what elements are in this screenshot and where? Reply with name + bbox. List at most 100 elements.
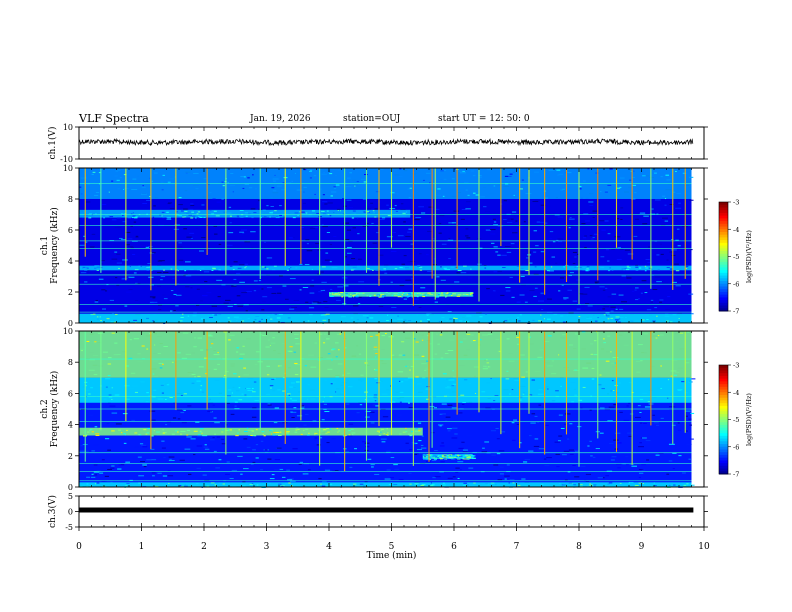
spectrogram-speckle	[179, 485, 182, 487]
spectrogram-noise	[195, 421, 200, 423]
spectrogram-speckle	[234, 401, 238, 403]
spectrogram-noise	[493, 224, 499, 226]
spectrogram-noise	[536, 221, 540, 223]
spectrogram-speckle	[254, 319, 257, 321]
spectrogram-speckle	[322, 429, 327, 431]
spectrogram-noise	[467, 277, 473, 279]
spectrogram-speckle	[380, 431, 382, 433]
spectrogram-noise	[614, 236, 621, 238]
spectrogram-speckle	[297, 214, 300, 216]
spectrogram-noise	[654, 276, 661, 278]
spectrogram-noise	[688, 293, 694, 295]
spectrogram-noise	[588, 201, 594, 203]
colorbar-segment	[719, 267, 728, 271]
spectrogram-noise	[493, 221, 497, 223]
spectrogram-speckle	[374, 400, 377, 402]
spectrogram-speckle	[436, 457, 439, 459]
spectrogram-speckle	[84, 270, 88, 272]
spectrogram-noise	[569, 453, 574, 455]
spectrogram-noise	[393, 464, 398, 466]
spectrogram-speckle	[338, 292, 340, 294]
spectrogram-speckle	[596, 484, 600, 486]
spectrogram-noise	[447, 430, 451, 432]
spectrogram-noise	[407, 261, 410, 263]
spectrogram-noise	[462, 449, 468, 451]
spectrogram-noise	[282, 285, 287, 287]
spectrogram-speckle	[407, 294, 412, 296]
spectrogram-speckle	[435, 296, 440, 298]
spectrogram-speckle	[469, 295, 472, 297]
spectrogram-speckle	[355, 485, 359, 487]
spectrogram-speckle	[607, 483, 610, 485]
spectrogram-noise	[490, 430, 497, 432]
spectrogram-noise	[529, 435, 532, 437]
spectrogram-speckle	[328, 483, 333, 485]
spectrogram-speckle	[488, 366, 490, 368]
spectrogram-speckle	[88, 429, 91, 431]
spectrogram-noise	[190, 287, 193, 289]
spectrogram-speckle	[118, 267, 120, 269]
spectrogram-noise	[374, 473, 380, 475]
spectrogram-noise	[276, 447, 282, 449]
spectrogram-noise	[490, 229, 496, 231]
spectrogram-noise	[116, 262, 123, 264]
spectrogram-speckle	[331, 292, 333, 294]
spectrogram-speckle	[369, 295, 372, 297]
spectrogram-noise	[324, 259, 330, 261]
spectrogram-noise	[690, 484, 695, 486]
spectrogram-speckle	[375, 353, 378, 355]
spectrogram-speckle	[348, 296, 352, 298]
spectrogram-speckle	[187, 429, 191, 431]
spectrogram-speckle	[199, 216, 203, 218]
spectrogram-speckle	[203, 217, 206, 219]
spectrogram-speckle	[373, 368, 376, 370]
spectrogram-noise	[278, 275, 283, 277]
spectrogram-noise	[429, 471, 432, 473]
spectrogram-noise	[365, 222, 369, 224]
spectrogram-noise	[592, 210, 599, 212]
spectrogram-speckle	[351, 217, 355, 219]
spectrogram-noise	[463, 453, 469, 455]
spectrogram-noise	[439, 445, 445, 447]
spectrogram-speckle	[253, 381, 257, 383]
spectrogram-speckle	[402, 212, 406, 214]
spectrogram-speckle	[399, 267, 403, 269]
spectrogram-noise	[80, 445, 83, 447]
spectrogram-noise	[178, 259, 184, 261]
spectrogram-speckle	[512, 266, 516, 268]
spectrogram-noise	[557, 440, 561, 442]
spectrogram-speckle	[432, 455, 437, 457]
spectrogram-noise	[292, 448, 298, 450]
spectrogram-speckle	[348, 430, 351, 432]
spectrogram-speckle	[300, 433, 303, 435]
spectrogram-speckle	[353, 293, 356, 295]
spectrogram-noise	[168, 460, 175, 462]
spectrogram-speckle	[285, 432, 290, 434]
spectrogram-noise	[178, 242, 182, 244]
spectrogram-speckle	[243, 431, 248, 433]
spectrogram-speckle	[582, 386, 586, 388]
spectrogram-noise	[689, 438, 694, 440]
spectrogram-noise	[554, 214, 560, 216]
spectrogram-noise	[147, 263, 151, 265]
spectrogram-speckle	[237, 432, 239, 434]
spectrogram-speckle	[275, 431, 280, 433]
spectrogram-noise	[149, 252, 154, 254]
spectrogram-noise	[244, 241, 251, 243]
spectrogram-noise	[311, 302, 318, 304]
spectrogram-noise	[485, 407, 491, 409]
spectrogram-noise	[140, 461, 146, 463]
spectrogram-noise	[574, 249, 580, 251]
y-tick-label: 10	[63, 164, 73, 173]
spectrogram-speckle	[632, 184, 636, 186]
spectrogram-noise	[590, 238, 594, 240]
spectrogram-speckle	[294, 374, 299, 376]
spectrogram-noise	[384, 478, 391, 480]
colorbar-segment	[719, 308, 728, 312]
spectrogram-speckle	[683, 484, 687, 486]
spectrogram-speckle	[614, 362, 617, 364]
spectrogram-noise	[493, 271, 498, 273]
spectrogram-noise	[315, 243, 320, 245]
spectrogram-noise	[304, 264, 310, 266]
spectrogram-noise	[299, 461, 304, 463]
